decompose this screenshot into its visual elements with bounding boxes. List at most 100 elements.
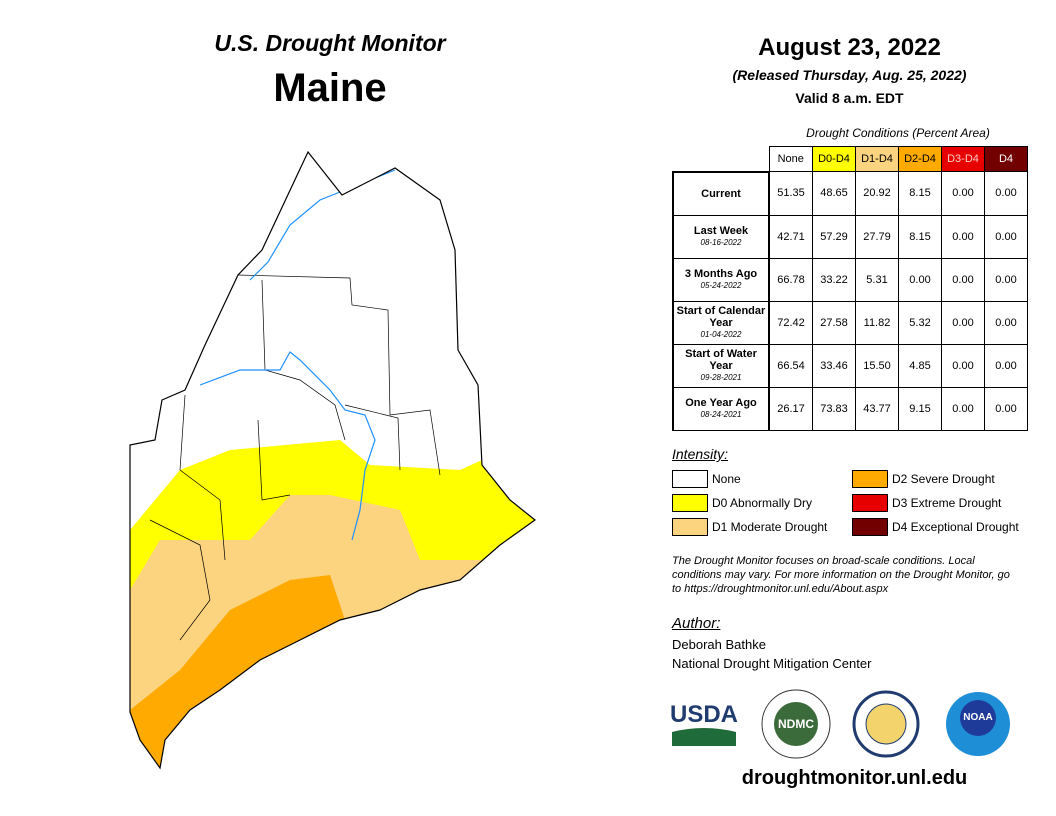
legend-swatch [672,494,708,512]
legend-swatch [852,494,888,512]
table-caption: Drought Conditions (Percent Area) [806,126,990,140]
logo-usda: USDA [670,701,738,728]
value-cell: 15.50 [855,343,899,388]
legend-label: D4 Exceptional Drought [892,520,1019,534]
author-label: Author: [672,615,721,632]
column-header: D2-D4 [898,146,942,172]
legend-label: D2 Severe Drought [892,472,995,486]
value-cell: 66.78 [768,257,813,302]
value-cell: 66.54 [768,343,813,388]
map [129,150,536,770]
row-date: 08-24-2021 [700,409,742,419]
row-label: Start of Water Year 09-28-2021 [672,343,770,388]
column-header: D4 [984,146,1028,172]
legend-label: D1 Moderate Drought [712,520,828,534]
row-date: 01-04-2022 [700,329,742,339]
valid: Valid 8 a.m. EDT [795,90,904,106]
value-cell: 0.00 [984,214,1028,259]
value-cell: 20.92 [855,171,899,216]
author-name: Deborah Bathke [672,637,766,652]
value-cell: 9.15 [898,386,942,431]
value-cell: 72.42 [768,300,813,345]
table-row: Last Week 08-16-2022 42.71 57.29 27.79 8.15 0.… [672,214,1028,259]
legend-swatch [852,518,888,536]
table-row: Start of Calendar Year 01-04-2022 72.42 27.… [672,300,1028,345]
legend-item: D1 Moderate Drought [672,518,827,536]
legend-swatch [852,470,888,488]
value-cell: 51.35 [768,171,813,216]
legend-item: None [672,470,741,488]
row-name: Current [701,187,741,200]
row-name: One Year Ago [685,396,757,409]
title: U.S. Drought Monitor [214,30,446,56]
value-cell: 27.79 [855,214,899,259]
note: The Drought Monitor focuses on broad-sca… [672,555,1010,595]
value-cell: 42.71 [768,214,813,259]
value-cell: 0.00 [941,343,985,388]
table-row: 3 Months Ago 05-24-2022 66.78 33.22 5.31 0.00… [672,257,1028,302]
value-cell: 0.00 [984,343,1028,388]
released: (Released Thursday, Aug. 25, 2022) [732,67,967,83]
value-cell: 0.00 [941,214,985,259]
date: August 23, 2022 [758,34,941,61]
value-cell: 0.00 [941,386,985,431]
value-cell: 57.29 [812,214,856,259]
legend-label: D0 Abnormally Dry [712,496,813,510]
value-cell: 33.22 [812,257,856,302]
legend-item: D4 Exceptional Drought [852,518,1019,536]
logo-noaa: NOAA [963,712,992,723]
value-cell: 8.15 [898,171,942,216]
legend-label: None [712,472,741,486]
value-cell: 33.46 [812,343,856,388]
column-header: None [768,146,813,172]
legend-label: D3 Extreme Drought [892,496,1002,510]
row-label: One Year Ago 08-24-2021 [672,386,770,431]
value-cell: 0.00 [984,386,1028,431]
value-cell: 0.00 [941,257,985,302]
column-header: D3-D4 [941,146,985,172]
value-cell: 0.00 [984,300,1028,345]
row-label: Current [672,171,770,216]
legend-item: D2 Severe Drought [852,470,995,488]
legend-swatch [672,470,708,488]
value-cell: 5.32 [898,300,942,345]
value-cell: 0.00 [984,257,1028,302]
logo-ndmc: NDMC [778,717,814,731]
drought-areas [130,152,535,768]
author-org: National Drought Mitigation Center [672,656,872,671]
row-name: 3 Months Ago [684,267,758,280]
row-name: Start of Calendar Year [676,304,766,329]
value-cell: 27.58 [812,300,856,345]
blank-cell [673,146,769,173]
value-cell: 5.31 [855,257,899,302]
value-cell: 0.00 [941,300,985,345]
row-date: 08-16-2022 [700,237,742,247]
url: droughtmonitor.unl.edu [741,767,968,789]
row-date: 05-24-2022 [700,280,742,290]
row-date: 09-28-2021 [700,372,742,382]
row-label: 3 Months Ago 05-24-2022 [672,257,770,302]
conditions-table: None D0-D4 D1-D4 D2-D4 D3-D4 D4 Current 51.35 48… [672,146,1028,431]
legend-title: Intensity: [672,446,729,462]
table-row: Start of Water Year 09-28-2021 66.54 33.46 1… [672,343,1028,388]
value-cell: 0.00 [941,171,985,216]
row-name: Start of Water Year [685,347,757,372]
value-cell: 43.77 [855,386,899,431]
region: Maine [273,66,387,110]
table-row: Current 51.35 48.65 20.92 8.15 0.00 0.00 [672,171,1028,216]
legend-swatch [672,518,708,536]
value-cell: 0.00 [984,171,1028,216]
logos: USDA NDMC NOAA [670,689,1010,759]
row-label: Start of Calendar Year 01-04-2022 [672,300,770,345]
value-cell: 8.15 [898,214,942,259]
value-cell: 48.65 [812,171,856,216]
legend-item: D3 Extreme Drought [852,494,1001,512]
value-cell: 73.83 [812,386,856,431]
value-cell: 26.17 [768,386,813,431]
column-header: D1-D4 [855,146,899,172]
value-cell: 11.82 [855,300,899,345]
legend-item: D0 Abnormally Dry [672,494,812,512]
value-cell: 4.85 [898,343,942,388]
value-cell: 0.00 [898,257,942,302]
